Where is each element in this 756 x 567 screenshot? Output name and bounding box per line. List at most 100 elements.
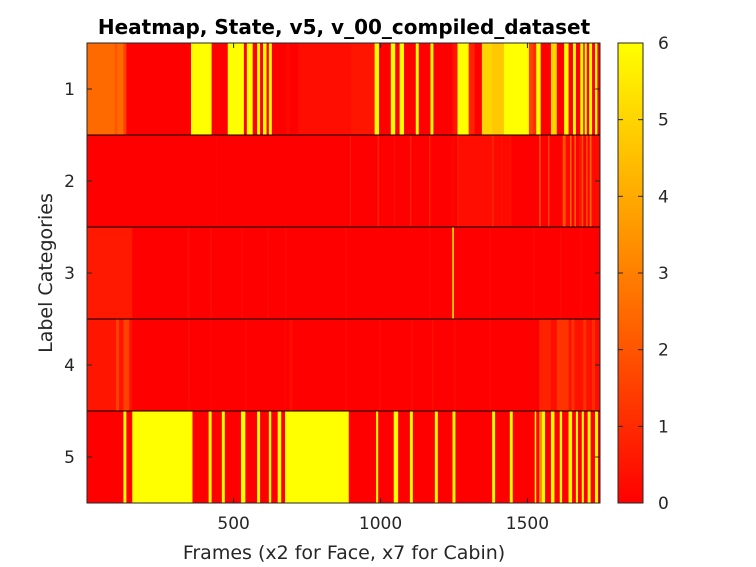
heatmap-cell xyxy=(492,135,494,227)
heatmap-cells xyxy=(87,43,601,503)
heatmap-cell xyxy=(575,411,579,503)
heatmap-cell xyxy=(379,135,395,227)
heatmap-cell xyxy=(189,319,212,411)
heatmap-cell xyxy=(562,135,566,227)
heatmap-cell xyxy=(590,411,596,503)
heatmap-cell xyxy=(586,43,590,135)
heatmap-cell xyxy=(429,135,431,227)
heatmap-cell xyxy=(399,43,405,135)
heatmap-cell xyxy=(495,411,511,503)
heatmap-cell xyxy=(452,135,455,227)
heatmap-cell xyxy=(580,43,584,135)
heatmap-cell xyxy=(489,227,492,319)
heatmap-cell xyxy=(586,135,589,227)
heatmap-cell xyxy=(398,411,411,503)
heatmap-cell xyxy=(468,43,475,135)
heatmap-cell xyxy=(561,227,581,319)
heatmap-cell xyxy=(589,43,593,135)
heatmap-cell xyxy=(217,135,351,227)
heatmap-cell xyxy=(289,43,299,135)
colorbar-tick-label: 6 xyxy=(658,34,669,54)
heatmap-cell xyxy=(509,135,512,227)
heatmap-cell xyxy=(481,43,493,135)
heatmap-cell xyxy=(418,43,431,135)
heatmap-cell xyxy=(547,135,550,227)
colorbar-tick-label: 1 xyxy=(658,417,669,437)
y-tick-label: 4 xyxy=(64,356,75,376)
colorbar-tick-label: 2 xyxy=(658,341,669,361)
heatmap-cell xyxy=(580,227,583,319)
heatmap-cell xyxy=(431,319,434,411)
heatmap-cell xyxy=(285,319,290,411)
x-axis-ticks: 500 1000 1500 xyxy=(217,43,549,534)
heatmap-cell xyxy=(271,43,287,135)
colorbar-tick-label: 0 xyxy=(658,494,669,514)
heatmap-cell xyxy=(286,43,290,135)
heatmap-cell xyxy=(224,411,242,503)
heatmap-cell xyxy=(126,411,133,503)
heatmap-cell xyxy=(581,227,601,319)
heatmap-cell xyxy=(390,43,396,135)
heatmap-cell xyxy=(221,411,226,503)
heatmap-cell xyxy=(116,319,120,411)
heatmap-cell xyxy=(556,43,565,135)
heatmap-cell xyxy=(87,135,217,227)
heatmap-cell xyxy=(211,411,223,503)
heatmap-cell xyxy=(345,319,348,411)
heatmap-cell xyxy=(430,227,453,319)
y-tick-label: 1 xyxy=(64,80,75,100)
heatmap-cell xyxy=(583,411,589,503)
heatmap-cell xyxy=(542,411,546,503)
heatmap-cell xyxy=(534,227,561,319)
heatmap-cell xyxy=(268,227,286,319)
heatmap-cell xyxy=(534,411,537,503)
heatmap-cell xyxy=(190,411,193,503)
y-tick-label: 5 xyxy=(64,448,75,468)
heatmap-cell xyxy=(489,319,492,411)
heatmap-cell xyxy=(550,319,558,411)
heatmap-cell xyxy=(536,43,541,135)
heatmap-cell xyxy=(286,227,346,319)
heatmap-cell xyxy=(453,319,456,411)
heatmap-cell xyxy=(415,43,420,135)
heatmap-cell xyxy=(437,411,453,503)
heatmap-cell xyxy=(536,411,540,503)
heatmap-cell xyxy=(592,319,596,411)
heatmap-cell xyxy=(457,43,464,135)
heatmap-cell xyxy=(452,411,456,503)
heatmap-cell xyxy=(587,135,591,227)
heatmap-cell xyxy=(589,135,592,227)
heatmap-cell xyxy=(583,43,586,135)
heatmap-cell xyxy=(216,135,218,227)
heatmap-cell xyxy=(571,135,575,227)
heatmap-cell xyxy=(562,411,569,503)
heatmap-cell xyxy=(564,43,569,135)
heatmap-cell xyxy=(434,411,439,503)
colorbar-ticks: 0 1 2 3 4 5 6 xyxy=(618,34,669,514)
heatmap-cell xyxy=(191,43,195,135)
heatmap-cell xyxy=(267,227,270,319)
heatmap-cell xyxy=(500,135,503,227)
heatmap-cell xyxy=(511,135,540,227)
heatmap-cell xyxy=(129,319,133,411)
heatmap-cell xyxy=(430,135,453,227)
heatmap-cell xyxy=(271,411,279,503)
heatmap-cell xyxy=(578,135,583,227)
colorbar-tick-label: 3 xyxy=(658,264,669,284)
heatmap-cell xyxy=(377,135,380,227)
heatmap-cell xyxy=(246,319,285,411)
heatmap-cell xyxy=(574,319,584,411)
heatmap-cell xyxy=(433,43,453,135)
heatmap-cell xyxy=(350,135,378,227)
x-tick-label: 500 xyxy=(217,514,249,534)
heatmap-cell xyxy=(411,319,414,411)
heatmap-cell xyxy=(242,227,268,319)
heatmap-cell xyxy=(252,43,258,135)
heatmap-cell xyxy=(452,227,455,319)
heatmap-cell xyxy=(453,227,490,319)
heatmap-cell xyxy=(262,43,267,135)
heatmap-cell xyxy=(123,411,127,503)
heatmap-cell xyxy=(492,43,505,135)
heatmap-cell xyxy=(452,43,458,135)
